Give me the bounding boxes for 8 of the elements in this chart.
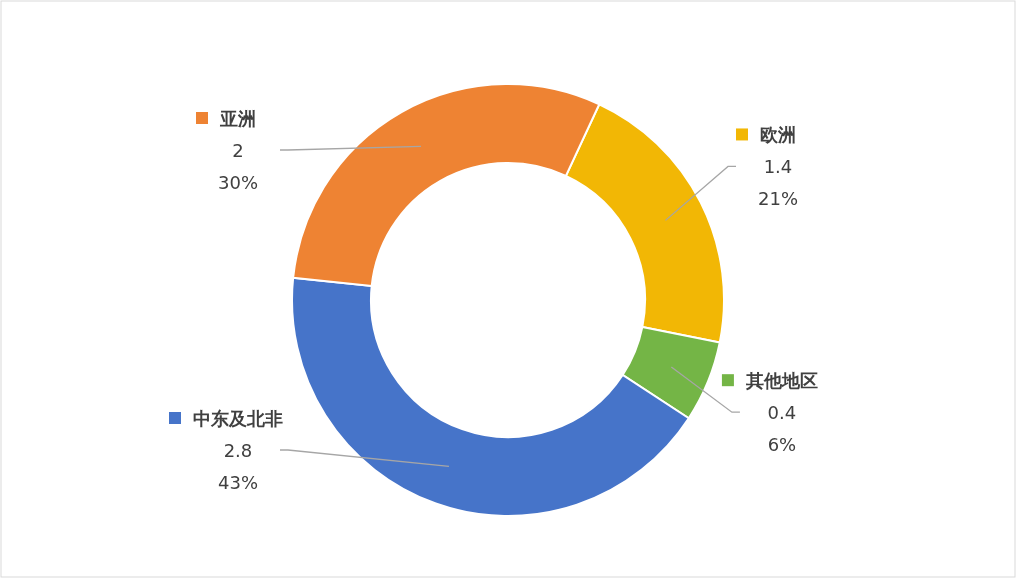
data-label: 1.4 21% — [757, 155, 799, 209]
legend-label: 中东及北非 — [193, 407, 283, 429]
legend-label: 其他地区 — [744, 369, 818, 391]
data-label: 2 30% — [217, 139, 259, 193]
data-label: 0.4 6% — [767, 401, 797, 455]
legend-label: 欧洲 — [760, 123, 796, 145]
data-label: 2.8 43% — [217, 439, 259, 493]
legend-label: 亚洲 — [219, 107, 256, 129]
